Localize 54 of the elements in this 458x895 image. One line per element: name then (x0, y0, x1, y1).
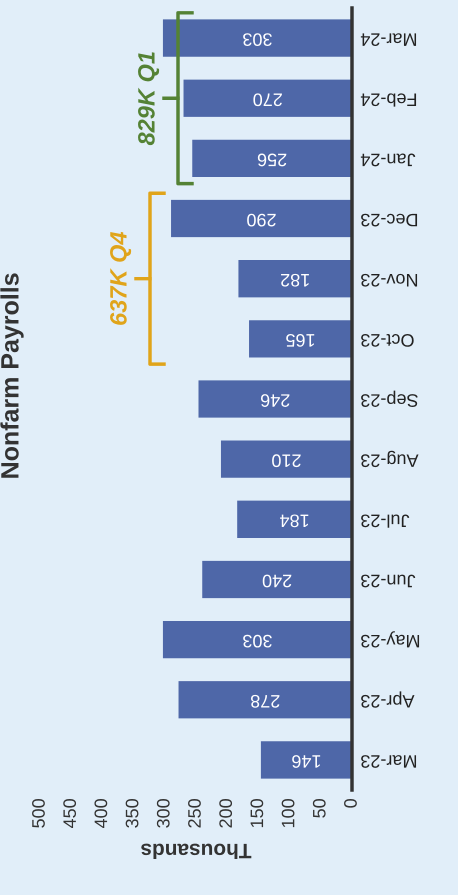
bar (202, 560, 352, 598)
x-tick-label: 450 (63, 799, 76, 828)
y-tick-label: Jan-24 (360, 154, 416, 166)
data-label: 303 (243, 33, 272, 46)
y-tick-label: Apr-23 (361, 691, 414, 708)
bar (198, 380, 352, 418)
bar (220, 440, 352, 478)
text: Nonfarm Payrolls (0, 273, 24, 478)
bar (162, 19, 352, 57)
data-label: 146 (292, 755, 320, 768)
bar (178, 681, 352, 718)
x-tick-label: 50 (312, 799, 326, 818)
y-tick-label: Feb-24 (360, 93, 416, 107)
x-tick-label: 0 (344, 799, 357, 808)
annotation: 829K Q1 (138, 52, 160, 146)
x-axis-title: Thousands (141, 844, 252, 859)
y-tick-label: Jul-23 (361, 514, 410, 528)
x-tick-label: 400 (94, 799, 108, 828)
x-tick-label: 500 (32, 799, 45, 828)
data-label: 303 (243, 634, 272, 648)
data-label: 270 (253, 93, 282, 106)
bar (237, 500, 352, 538)
data-label: 256 (258, 154, 286, 166)
y-tick-label: Aug-23 (361, 450, 419, 468)
x-tick-label: 150 (250, 799, 264, 828)
bar (171, 200, 352, 238)
data-label: 278 (250, 694, 280, 708)
data-label: 182 (281, 274, 309, 287)
bar (249, 320, 352, 358)
y-tick-label: May-23 (361, 631, 420, 648)
y-tick-label: Sep-23 (361, 390, 418, 407)
x-tick-label: 300 (156, 799, 170, 828)
bar (184, 80, 352, 117)
y-tick-label: Nov-23 (361, 274, 418, 287)
data-label: 246 (260, 394, 290, 407)
x-tick-label: 100 (282, 799, 294, 828)
y-tick-label: Dec-23 (361, 214, 418, 226)
x-tick-label: 250 (188, 799, 201, 828)
bar (260, 741, 352, 779)
y-tick-label: Mar-24 (360, 33, 416, 46)
bar (162, 620, 352, 658)
data-label: 240 (262, 574, 292, 588)
annotation: 637K Q4 (110, 232, 132, 325)
data-label: 290 (247, 214, 276, 226)
data-label: 165 (286, 334, 314, 347)
data-label: 184 (280, 514, 308, 528)
bar (238, 260, 352, 298)
data-label: 210 (272, 454, 301, 468)
x-tick-label: 350 (126, 799, 138, 828)
y-tick-label: Oct-23 (361, 334, 414, 347)
y-tick-label: Jun-23 (361, 574, 416, 588)
x-tick-label: 200 (219, 799, 232, 828)
y-tick-label: Mar-23 (361, 755, 416, 768)
bar (192, 140, 352, 178)
